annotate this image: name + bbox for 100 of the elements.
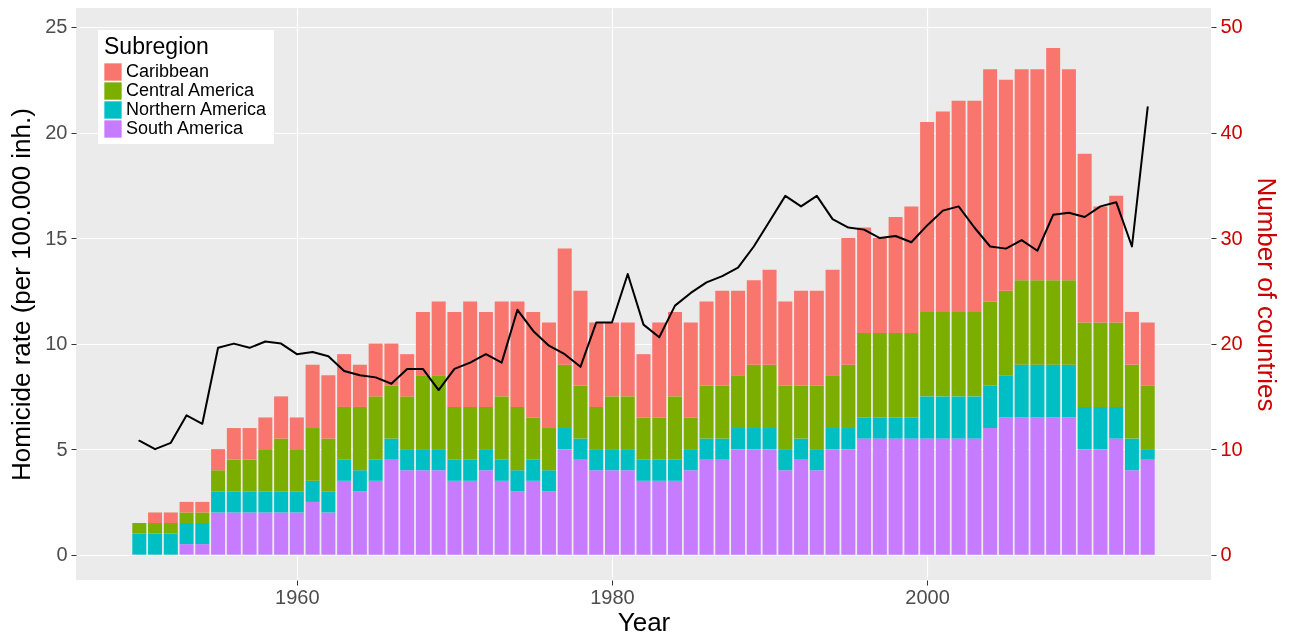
bar [998,417,1013,555]
bar [731,375,746,429]
y2-tick-label: 50 [1220,15,1243,38]
bar [289,417,304,450]
bar [211,512,226,555]
bar [211,449,226,471]
y2-axis-title: Number of countries [1251,177,1282,412]
y2-tick-label: 10 [1220,437,1243,460]
legend-label: Central America [126,80,256,100]
bar [226,512,241,555]
bar [415,449,430,471]
bar [998,375,1013,418]
bar [983,69,998,302]
bar [998,79,1013,291]
bar [289,449,304,492]
bar [337,354,352,407]
bar [478,311,493,407]
bar [636,480,651,555]
bar [526,417,541,460]
x-tick-label: 2000 [905,585,950,608]
bar [163,533,178,555]
bar [589,470,604,555]
y-tick-label: 5 [56,437,68,460]
bar [1061,69,1076,281]
bar [1124,311,1139,365]
bar [794,385,809,439]
bar [983,385,998,429]
bar [604,449,619,471]
bar [337,459,352,481]
bar [589,406,604,450]
bar [400,396,415,450]
bar [604,322,619,397]
bar [1140,449,1155,460]
bar [1109,195,1124,323]
bar [620,396,635,450]
bar [526,480,541,555]
bar [620,449,635,471]
bar [289,512,304,555]
bar [620,322,635,397]
bar [463,480,478,555]
bar [920,438,935,555]
y-axis-title: Homicide rate (per 100.000 inh.) [6,108,37,481]
bar [1109,438,1124,555]
bar [415,311,430,376]
bar [226,428,241,460]
bar [589,322,604,407]
bar [1109,406,1124,439]
bar [132,523,147,534]
bar [668,480,683,555]
bar [652,322,667,418]
bar [652,459,667,481]
bar [163,512,178,524]
legend-label: Caribbean [126,61,210,81]
x-axis-title: Year [617,606,671,632]
bar [589,449,604,471]
bar [683,470,698,555]
bar [762,428,777,450]
bar [1124,470,1139,555]
bar [668,396,683,460]
bar [857,227,872,334]
y-tick-label: 25 [45,15,68,38]
y2-tick-label: 30 [1220,226,1243,249]
bar [746,449,761,555]
bar [794,438,809,460]
bar [211,491,226,513]
bar [746,428,761,450]
bar [337,406,352,460]
bar [935,438,950,555]
bar [163,523,178,534]
bar [337,480,352,555]
y2-tick-label: 20 [1220,332,1243,355]
y2-tick-label: 40 [1220,121,1243,144]
bar [983,428,998,555]
bar [526,459,541,481]
bar [920,121,935,312]
bar [415,470,430,555]
bar [778,449,793,471]
bar [636,354,651,418]
bar [1061,280,1076,365]
bar [636,417,651,460]
bar [1109,322,1124,407]
bar [857,438,872,555]
bar [132,533,147,555]
bar [731,290,746,376]
bar [148,533,163,555]
bar [872,333,887,418]
bar [652,480,667,555]
bar [1124,438,1139,471]
bar [352,364,367,407]
bar [794,290,809,386]
bar [478,449,493,471]
bar [274,512,289,555]
bar [935,311,950,397]
bar [746,364,761,429]
x-tick-label: 1960 [275,585,320,608]
bar [478,406,493,450]
bar [400,354,415,397]
bar [668,459,683,481]
legend-title: Subregion [104,33,209,59]
bar [368,459,383,481]
